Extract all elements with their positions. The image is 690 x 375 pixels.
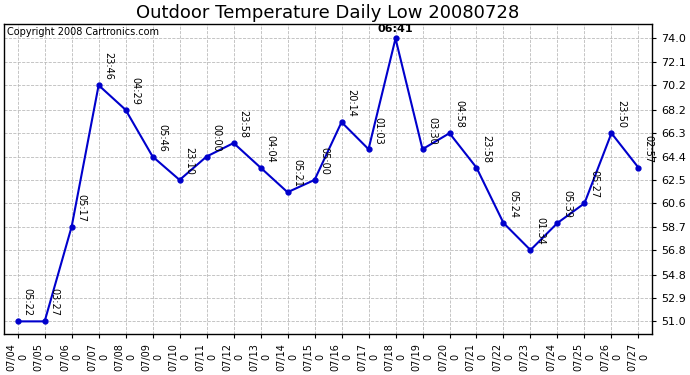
Text: 04:04: 04:04 <box>266 135 275 163</box>
Text: 05:17: 05:17 <box>77 194 86 222</box>
Text: 05:22: 05:22 <box>23 288 32 316</box>
Title: Outdoor Temperature Daily Low 20080728: Outdoor Temperature Daily Low 20080728 <box>137 4 520 22</box>
Text: 20:14: 20:14 <box>346 89 357 117</box>
Text: 01:34: 01:34 <box>535 217 545 245</box>
Text: 02:57: 02:57 <box>643 135 653 163</box>
Text: 06:41: 06:41 <box>377 24 413 33</box>
Text: 01:03: 01:03 <box>373 117 384 144</box>
Text: 00:00: 00:00 <box>211 124 221 152</box>
Text: 23:58: 23:58 <box>482 135 491 163</box>
Text: 03:30: 03:30 <box>427 117 437 144</box>
Text: 23:10: 23:10 <box>184 147 195 175</box>
Text: 23:50: 23:50 <box>616 100 627 128</box>
Text: 05:21: 05:21 <box>293 159 302 187</box>
Text: 23:46: 23:46 <box>104 53 113 80</box>
Text: 23:58: 23:58 <box>239 110 248 138</box>
Text: 05:46: 05:46 <box>157 124 168 152</box>
Text: 04:58: 04:58 <box>454 100 464 128</box>
Text: 05:27: 05:27 <box>589 170 600 198</box>
Text: Copyright 2008 Cartronics.com: Copyright 2008 Cartronics.com <box>8 27 159 37</box>
Text: 05:39: 05:39 <box>562 190 572 218</box>
Text: 03:27: 03:27 <box>50 288 59 316</box>
Text: 04:29: 04:29 <box>130 77 141 105</box>
Text: 05:24: 05:24 <box>509 190 518 218</box>
Text: 05:00: 05:00 <box>319 147 329 175</box>
